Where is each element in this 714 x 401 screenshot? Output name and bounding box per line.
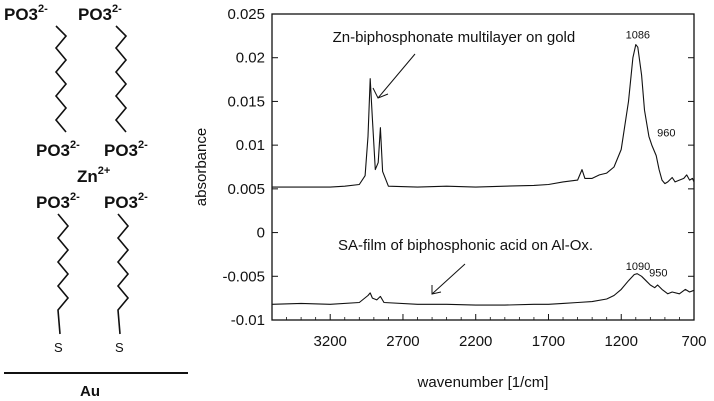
x-tick-label: 2700	[386, 333, 419, 350]
x-axis-label: wavenumber [1/cm]	[417, 374, 549, 391]
y-tick-label: 0.005	[227, 181, 265, 198]
alkyl-chain-bottom-right	[116, 213, 130, 335]
middle-group-left: PO32-	[36, 139, 80, 160]
y-tick-label: 0.015	[227, 93, 265, 110]
y-tick-label: 0	[257, 225, 265, 242]
arrow-top	[372, 53, 416, 99]
annotation-label: 960	[657, 127, 675, 139]
series-line-1	[272, 44, 695, 188]
y-tick-label: 0.025	[227, 6, 265, 23]
y-tick-label: -0.01	[231, 312, 265, 329]
lower-group-right: PO32-	[104, 191, 148, 212]
y-axis-label: absorbance	[193, 128, 210, 206]
top-group-left: PO32-	[4, 3, 48, 24]
annotations: Zn-biphosphonate multilayer on gold 1086 9…	[333, 29, 676, 279]
alkyl-chain-bottom-left	[56, 213, 70, 335]
annotation-label: SA-film of biphosphonic acid on Al-Ox.	[338, 237, 593, 254]
y-tick-label: -0.005	[222, 268, 265, 285]
annotation-label: Zn-biphosphonate multilayer on gold	[333, 29, 576, 46]
annotation-label: 950	[649, 267, 667, 279]
alkyl-chain-top-left	[54, 25, 68, 133]
middle-group-right: PO32-	[104, 139, 148, 160]
y-tick-label: 0.01	[236, 137, 265, 154]
x-tick-label: 2200	[459, 333, 492, 350]
x-axis: 3200 2700 2200 1700 1200 700	[286, 314, 707, 350]
series-line-2	[271, 273, 695, 306]
schematic: PO32- PO32- PO32- PO32- Zn2+ PO32- PO32-…	[4, 3, 188, 400]
zinc-ion: Zn2+	[77, 165, 110, 186]
y-axis: 0.025 0.02 0.015 0.01 0.005 0 -0.005 -0.01	[222, 6, 694, 329]
series-layer	[271, 44, 695, 306]
y-tick-label: 0.02	[236, 50, 265, 67]
sulfur-left: S	[54, 340, 63, 355]
x-tick-label: 3200	[314, 333, 347, 350]
alkyl-chain-top-right	[114, 25, 128, 133]
plot-frame	[271, 13, 695, 321]
annotation-label: 1090	[626, 261, 650, 273]
x-tick-label: 1700	[532, 333, 565, 350]
annotation-label: 1086	[626, 29, 650, 41]
x-tick-label: 700	[681, 333, 706, 350]
chart: 0.025 0.02 0.015 0.01 0.005 0 -0.005 -0.01 3200…	[193, 6, 707, 391]
lower-group-left: PO32-	[36, 191, 80, 212]
top-group-right: PO32-	[78, 3, 122, 24]
x-tick-label: 1200	[605, 333, 638, 350]
sulfur-right: S	[115, 340, 124, 355]
arrow-bottom	[431, 263, 466, 295]
substrate-label: Au	[80, 383, 100, 400]
